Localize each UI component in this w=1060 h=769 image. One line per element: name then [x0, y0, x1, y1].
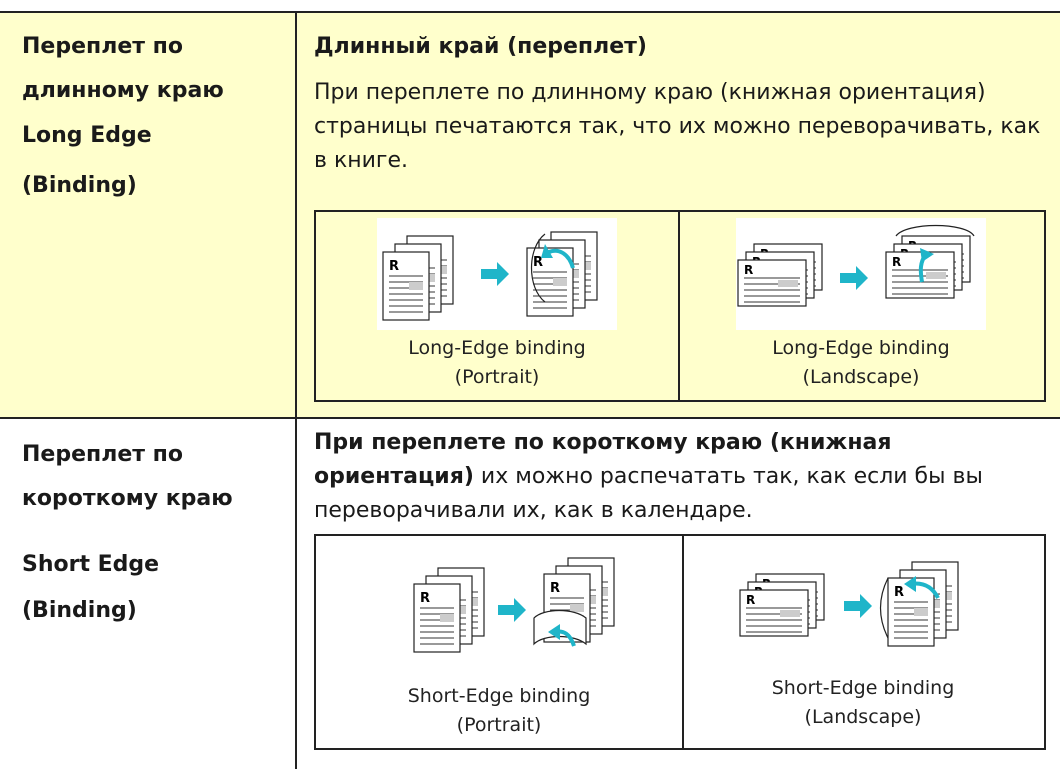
row-label: Long Edge [22, 123, 152, 148]
text: их можно распечатать так, как если бы вы… [314, 464, 983, 523]
figure-cell: Short-Edge binding (Landscape) [682, 536, 1044, 748]
caption: (Landscape) [804, 706, 922, 728]
paragraph: При переплете по короткому краю (книжная… [314, 426, 1054, 528]
rule [0, 11, 1060, 13]
row-label: Переплет по [22, 442, 183, 467]
caption: (Portrait) [454, 366, 540, 388]
caption: (Portrait) [456, 714, 542, 736]
heading: Длинный край (переплет) [314, 34, 647, 59]
caption: Short-Edge binding [407, 685, 591, 707]
figure [738, 548, 988, 670]
figure-cell: Long-Edge binding (Portrait) [316, 212, 680, 400]
caption: Long-Edge binding [772, 337, 950, 359]
figure-table: Short-Edge binding (Portrait) Short-Edge… [314, 534, 1046, 750]
row-label: Переплет по [22, 34, 183, 59]
row-label: Short Edge [22, 552, 160, 577]
rule [0, 417, 1060, 419]
row-label: (Binding) [22, 598, 137, 623]
figure [377, 218, 617, 330]
figure-cell: Long-Edge binding (Landscape) [678, 212, 1044, 400]
figure-table: Long-Edge binding (Portrait) Long-Edge b… [314, 210, 1046, 402]
caption: Long-Edge binding [408, 337, 586, 359]
row-label: (Binding) [22, 173, 137, 198]
bold-text: При переплете по короткому краю (книжная… [314, 430, 892, 489]
caption: (Landscape) [802, 366, 920, 388]
figure [374, 548, 624, 678]
paragraph: При переплете по длинному краю (книжная … [314, 80, 1041, 173]
row-label: короткому краю [22, 486, 233, 511]
rule [295, 11, 297, 769]
caption: Short-Edge binding [771, 677, 955, 699]
figure-cell: Short-Edge binding (Portrait) [316, 536, 684, 748]
figure [736, 218, 986, 330]
row-label: длинному краю [22, 78, 224, 103]
